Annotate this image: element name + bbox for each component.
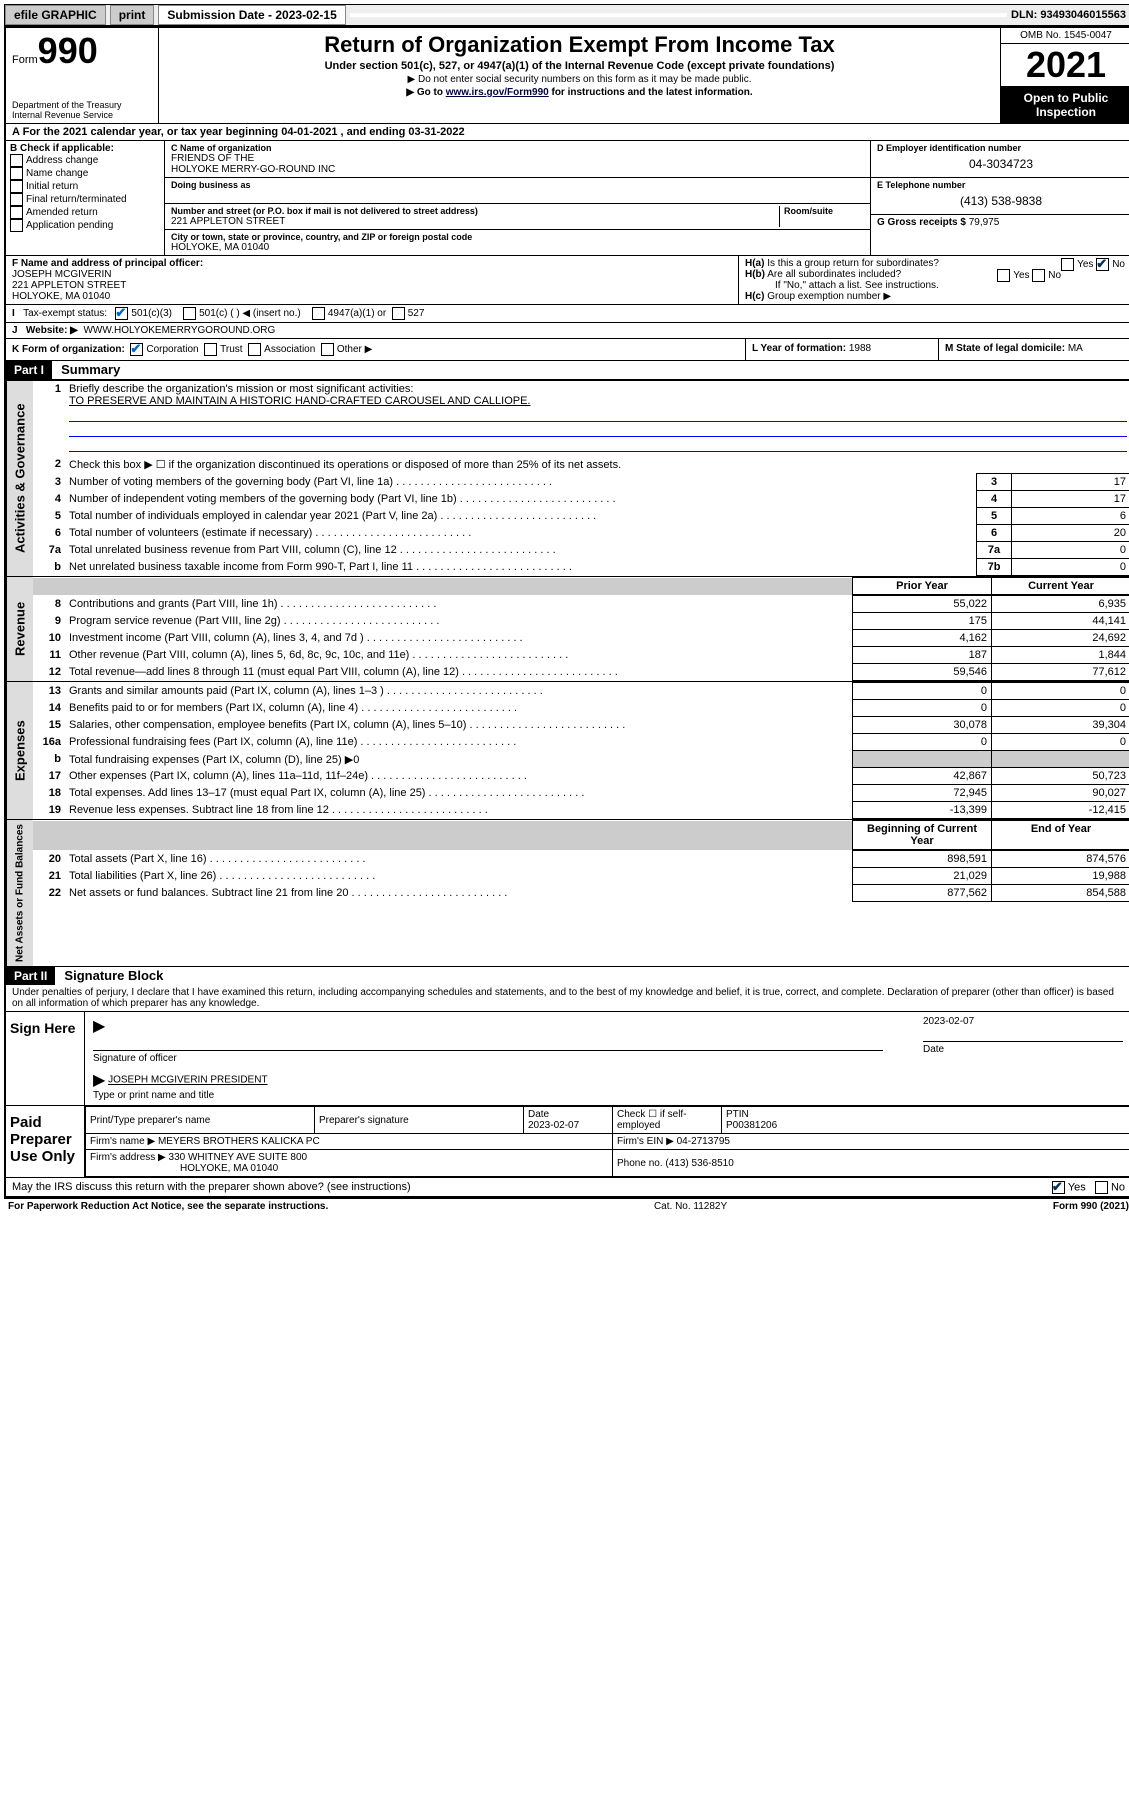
officer-name: JOSEPH MCGIVERIN PRESIDENT <box>108 1075 267 1086</box>
vtab-governance: Activities & Governance <box>6 381 33 576</box>
mission: TO PRESERVE AND MAINTAIN A HISTORIC HAND… <box>69 395 531 407</box>
website-row: J Website: ▶ WWW.HOLYOKEMERRYGOROUND.ORG <box>6 323 1129 339</box>
gross-receipts: 79,975 <box>969 217 1000 228</box>
sign-date: 2023-02-07 <box>923 1016 974 1027</box>
tax-year: 2021 <box>1001 43 1129 87</box>
firm-addr2: HOLYOKE, MA 01040 <box>90 1163 278 1174</box>
cb-final-return[interactable] <box>10 193 23 206</box>
print-button[interactable]: print <box>110 5 155 25</box>
cb-hb-no[interactable] <box>1032 269 1045 282</box>
cb-corp[interactable] <box>130 343 143 356</box>
prep-date: 2023-02-07 <box>528 1120 579 1131</box>
cb-initial-return[interactable] <box>10 180 23 193</box>
cb-ha-yes[interactable] <box>1061 258 1074 271</box>
cb-other[interactable] <box>321 343 334 356</box>
check-applicable: B Check if applicable: Address change Na… <box>6 141 165 255</box>
year-formation: 1988 <box>849 343 871 354</box>
tax-exempt-status: I Tax-exempt status: 501(c)(3) 501(c) ( … <box>6 305 1129 323</box>
form-of-org: K Form of organization: Corporation Trus… <box>6 339 745 360</box>
arrow-icon: ▶ <box>93 1072 105 1089</box>
page-footer: For Paperwork Reduction Act Notice, see … <box>4 1198 1129 1214</box>
discuss-row: May the IRS discuss this return with the… <box>6 1178 1129 1196</box>
website: WWW.HOLYOKEMERRYGOROUND.ORG <box>83 325 275 336</box>
year-box: OMB No. 1545-0047 2021 Open to Public In… <box>1000 28 1129 123</box>
cb-hb-yes[interactable] <box>997 269 1010 282</box>
firm-phone: (413) 536-8510 <box>665 1158 733 1169</box>
vtab-revenue: Revenue <box>6 577 33 681</box>
open-inspection: Open to Public Inspection <box>1001 87 1129 123</box>
firm-name: MEYERS BROTHERS KALICKA PC <box>158 1136 320 1147</box>
cb-discuss-yes[interactable] <box>1052 1181 1065 1194</box>
org-city: HOLYOKE, MA 01040 <box>171 242 864 253</box>
cb-app-pending[interactable] <box>10 219 23 232</box>
submission-date: Submission Date - 2023-02-15 <box>158 5 345 25</box>
cb-501c3[interactable] <box>115 307 128 320</box>
cb-address-change[interactable] <box>10 154 23 167</box>
org-street: 221 APPLETON STREET <box>171 216 779 227</box>
cb-name-change[interactable] <box>10 167 23 180</box>
ptin: P00381206 <box>726 1120 777 1131</box>
cb-ha-no[interactable] <box>1096 258 1109 271</box>
cb-assoc[interactable] <box>248 343 261 356</box>
dln: DLN: 93493046015563 <box>1011 9 1129 21</box>
efile-label: efile GRAPHIC <box>5 5 106 25</box>
tax-period: A For the 2021 calendar year, or tax yea… <box>6 124 1129 141</box>
part1-header: Part I <box>6 361 52 379</box>
firm-ein: 04-2713795 <box>677 1136 730 1147</box>
org-name: FRIENDS OF THE HOLYOKE MERRY-GO-ROUND IN… <box>171 153 864 175</box>
form-container: Form990 Department of the Treasury Inter… <box>4 26 1129 1198</box>
form-title-box: Return of Organization Exempt From Incom… <box>159 28 1000 123</box>
form-number: 990 <box>38 30 98 71</box>
part2-header: Part II <box>6 967 55 985</box>
form-title: Return of Organization Exempt From Incom… <box>165 32 994 58</box>
phone: (413) 538-9838 <box>877 190 1125 212</box>
state-domicile: MA <box>1068 343 1083 354</box>
dept-label: Department of the Treasury Internal Reve… <box>12 100 152 120</box>
top-toolbar: efile GRAPHIC print Submission Date - 20… <box>4 4 1129 26</box>
perjury-statement: Under penalties of perjury, I declare th… <box>6 985 1129 1012</box>
cb-501c[interactable] <box>183 307 196 320</box>
firm-addr1: 330 WHITNEY AVE SUITE 800 <box>169 1152 308 1163</box>
group-return: H(a) Is this a group return for subordin… <box>738 256 1129 304</box>
vtab-netassets: Net Assets or Fund Balances <box>6 820 33 966</box>
paid-preparer-label: Paid Preparer Use Only <box>6 1106 85 1177</box>
principal-officer: F Name and address of principal officer:… <box>6 256 738 304</box>
cb-amended[interactable] <box>10 206 23 219</box>
cb-trust[interactable] <box>204 343 217 356</box>
arrow-icon: ▶ <box>93 1018 105 1035</box>
part1-title: Summary <box>55 362 120 377</box>
cb-discuss-no[interactable] <box>1095 1181 1108 1194</box>
ein: 04-3034723 <box>877 153 1125 175</box>
vtab-expenses: Expenses <box>6 682 33 819</box>
sign-here-label: Sign Here <box>6 1012 85 1105</box>
irs-link[interactable]: www.irs.gov/Form990 <box>446 87 549 98</box>
form-id-box: Form990 Department of the Treasury Inter… <box>6 28 159 123</box>
cb-4947[interactable] <box>312 307 325 320</box>
part2-title: Signature Block <box>58 968 163 983</box>
cb-527[interactable] <box>392 307 405 320</box>
